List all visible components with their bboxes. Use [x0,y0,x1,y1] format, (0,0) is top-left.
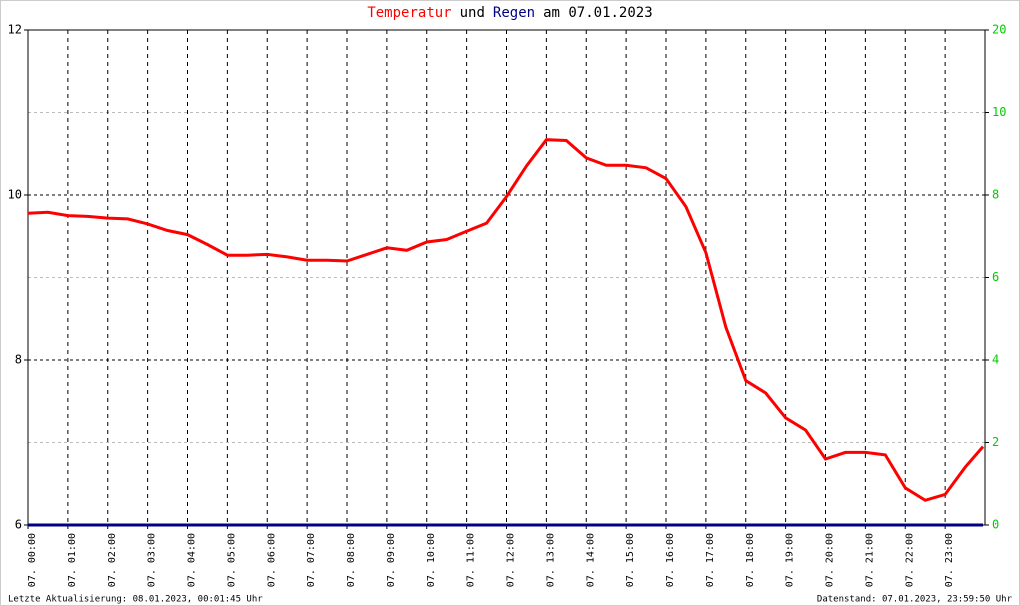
x-tick-label: 07. 15:00 [625,533,636,587]
x-tick-label: 07. 16:00 [665,533,676,587]
x-tick-label: 07. 22:00 [904,533,915,587]
footer-left: Letzte Aktualisierung: 08.01.2023, 00:01… [8,595,263,605]
x-tick-label: 07. 11:00 [466,533,477,587]
x-tick-label: 07. 02:00 [107,533,118,587]
x-tick-label: 07. 19:00 [785,533,796,587]
x-tick-label: 07. 03:00 [147,533,158,587]
x-tick-label: 07. 20:00 [825,533,836,587]
title-word: und [460,5,485,21]
y2-tick-label: 0 [992,518,999,532]
x-tick-label: 07. 01:00 [67,533,78,587]
y2-tick-label: 10 [992,105,1006,119]
x-tick-label: 07. 04:00 [187,533,198,587]
x-tick-label: 07. 08:00 [346,533,357,587]
x-tick-label: 07. 06:00 [266,533,277,587]
title-word: Temperatur [367,5,451,21]
x-tick-label: 07. 23:00 [944,533,955,587]
y2-tick-label: 6 [992,270,999,284]
title-word: am 07.01.2023 [543,5,653,21]
x-tick-label: 07. 07:00 [306,533,317,587]
footer-right: Datenstand: 07.01.2023, 23:59:50 Uhr [817,595,1013,605]
y2-tick-label: 8 [992,188,999,202]
x-tick-label: 07. 21:00 [864,533,875,587]
y-tick-label: 8 [15,353,22,367]
x-tick-label: 07. 09:00 [386,533,397,587]
x-tick-label: 07. 12:00 [506,533,517,587]
x-tick-label: 07. 00:00 [27,533,38,587]
y-tick-label: 12 [8,23,22,37]
y-tick-label: 6 [15,518,22,532]
y2-tick-label: 2 [992,435,999,449]
chart-title: Temperatur und Regen am 07.01.2023 [367,5,652,21]
y-tick-label: 10 [8,188,22,202]
x-tick-label: 07. 13:00 [545,533,556,587]
x-tick-label: 07. 18:00 [745,533,756,587]
x-tick-label: 07. 05:00 [226,533,237,587]
title-word: Regen [493,5,535,21]
x-tick-label: 07. 10:00 [426,533,437,587]
y2-tick-label: 20 [992,23,1006,37]
y2-tick-label: 4 [992,353,999,367]
line-series [27,138,985,502]
x-tick-label: 07. 17:00 [705,533,716,587]
x-tick-label: 07. 14:00 [585,533,596,587]
